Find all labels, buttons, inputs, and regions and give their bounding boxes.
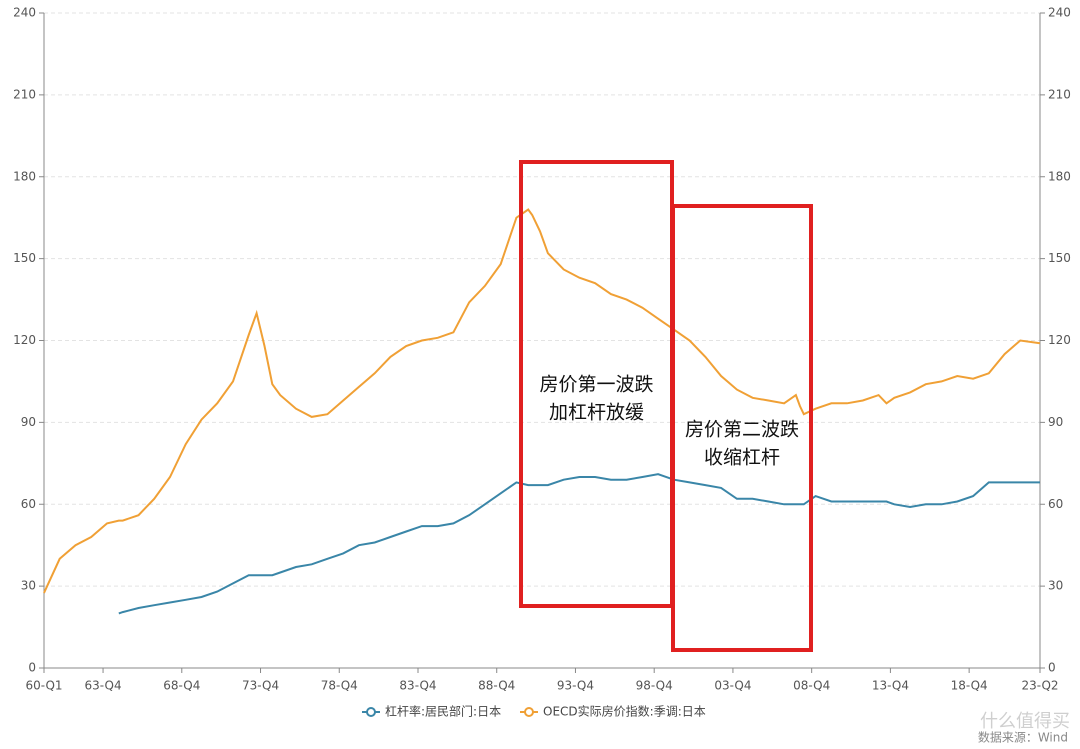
y2-tick-label: 90: [1048, 415, 1063, 429]
x-tick-label: 18-Q4: [951, 679, 988, 693]
legend-label: OECD实际房价指数:季调:日本: [543, 704, 706, 719]
x-tick-label: 03-Q4: [714, 679, 751, 693]
y2-tick-label: 180: [1048, 169, 1071, 183]
x-tick-label: 60-Q1: [25, 679, 62, 693]
x-tick-label: 98-Q4: [636, 679, 673, 693]
y-tick-label: 120: [13, 333, 36, 347]
watermark: 什么值得买: [980, 711, 1070, 732]
y2-tick-label: 30: [1048, 579, 1063, 593]
legend-label: 杠杆率:居民部门:日本: [385, 704, 501, 719]
y-tick-label: 30: [21, 579, 36, 593]
legend-marker: [524, 707, 534, 717]
series-line: [43, 208, 1041, 594]
x-tick-label: 13-Q4: [872, 679, 909, 693]
x-tick-label: 88-Q4: [478, 679, 515, 693]
series-line: [118, 473, 1040, 615]
y-tick-label: 150: [13, 251, 36, 265]
x-tick-label: 08-Q4: [793, 679, 830, 693]
y2-tick-label: 210: [1048, 87, 1071, 101]
y-tick-label: 60: [21, 497, 36, 511]
annotation-text: 房价第二波跌: [685, 419, 799, 441]
y-tick-label: 90: [21, 415, 36, 429]
y2-tick-label: 240: [1048, 6, 1071, 20]
annotation-text: 房价第一波跌: [539, 374, 653, 396]
x-tick-label: 68-Q4: [163, 679, 200, 693]
x-tick-label: 63-Q4: [84, 679, 121, 693]
annotation-text: 加杠杆放缓: [549, 402, 644, 424]
y-tick-label: 210: [13, 87, 36, 101]
x-tick-label: 78-Q4: [321, 679, 358, 693]
x-tick-label: 73-Q4: [242, 679, 279, 693]
y2-tick-label: 60: [1048, 497, 1063, 511]
annotation-text: 收缩杠杆: [704, 447, 780, 469]
x-tick-label: 93-Q4: [557, 679, 594, 693]
y2-tick-label: 150: [1048, 251, 1071, 265]
x-tick-label: 23-Q2: [1021, 679, 1058, 693]
y2-tick-label: 120: [1048, 333, 1071, 347]
y2-tick-label: 0: [1048, 661, 1056, 675]
source: 数据来源：Wind: [978, 730, 1068, 745]
y-tick-label: 240: [13, 6, 36, 20]
y-tick-label: 0: [28, 661, 36, 675]
y-tick-label: 180: [13, 169, 36, 183]
annotation-box: [671, 204, 813, 652]
legend-marker: [366, 707, 376, 717]
x-tick-label: 83-Q4: [399, 679, 436, 693]
